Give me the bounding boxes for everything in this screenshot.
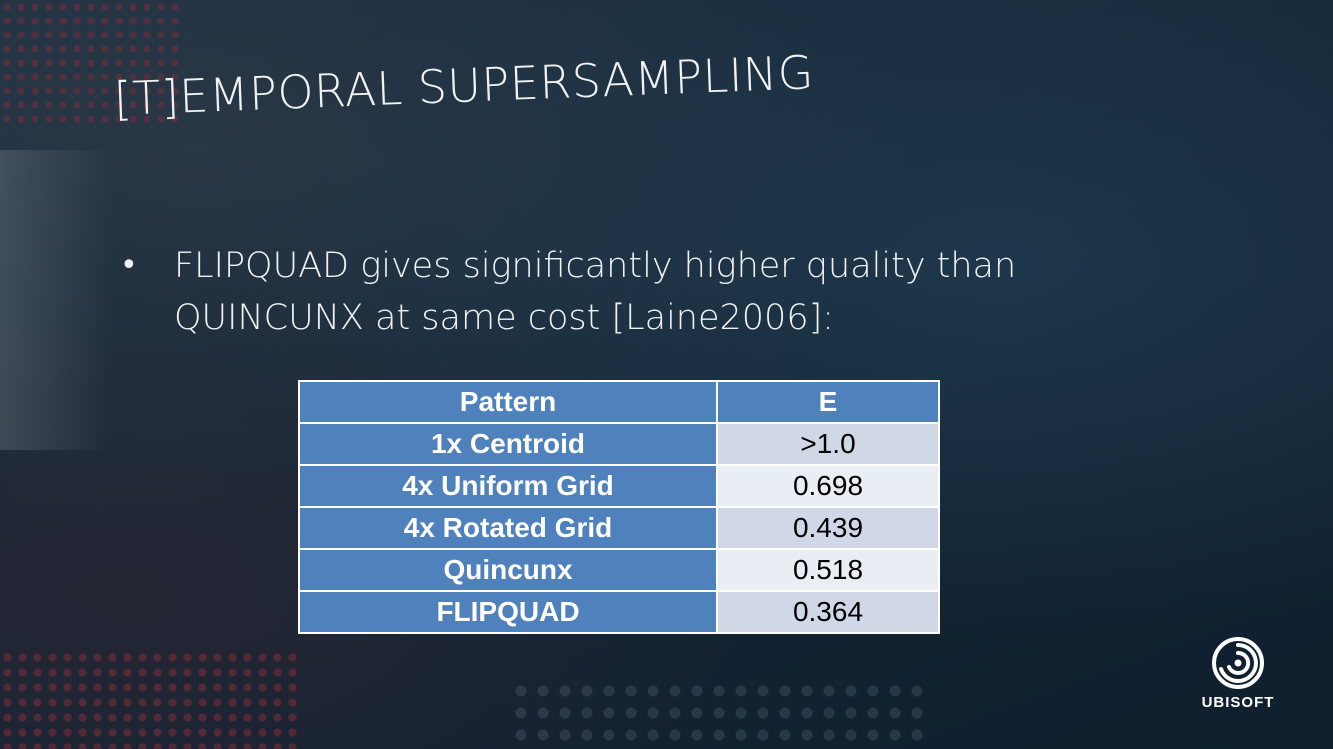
sampling-pattern-table: Pattern E 1x Centroid >1.0 4x Uniform Gr… (298, 380, 940, 634)
header-pattern: Pattern (298, 380, 718, 424)
pattern-cell: Quincunx (298, 548, 718, 592)
table-header-row: Pattern E (298, 380, 940, 424)
pattern-cell: 4x Rotated Grid (298, 506, 718, 550)
ubisoft-logo: UBISOFT (1188, 636, 1288, 711)
table-row: Quincunx 0.518 (298, 548, 940, 592)
e-value-cell: 0.698 (716, 464, 940, 508)
pattern-cell: FLIPQUAD (298, 590, 718, 634)
slide-title: [T]EMPORAL SUPERSAMPLING (112, 45, 815, 127)
e-value-cell: >1.0 (716, 422, 940, 466)
table-row: 1x Centroid >1.0 (298, 422, 940, 466)
bullet-text: FLIPQUAD gives significantly higher qual… (174, 246, 1017, 338)
e-value-cell: 0.364 (716, 590, 940, 634)
table-row: 4x Rotated Grid 0.439 (298, 506, 940, 550)
e-value-cell: 0.518 (716, 548, 940, 592)
e-value-cell: 0.439 (716, 506, 940, 550)
pattern-cell: 4x Uniform Grid (298, 464, 718, 508)
bullet-dot-icon: • (120, 248, 138, 283)
dot-pattern-bottom-middle (510, 680, 930, 749)
pattern-cell: 1x Centroid (298, 422, 718, 466)
table-row: 4x Uniform Grid 0.698 (298, 464, 940, 508)
table-row: FLIPQUAD 0.364 (298, 590, 940, 634)
logo-wordmark: UBISOFT (1201, 694, 1275, 711)
bullet-item: • FLIPQUAD gives significantly higher qu… (120, 240, 1070, 344)
header-e: E (716, 380, 940, 424)
ubisoft-swirl-icon (1212, 637, 1264, 689)
dot-pattern-bottom-left (0, 650, 300, 749)
grunge-left-decoration (0, 150, 110, 450)
